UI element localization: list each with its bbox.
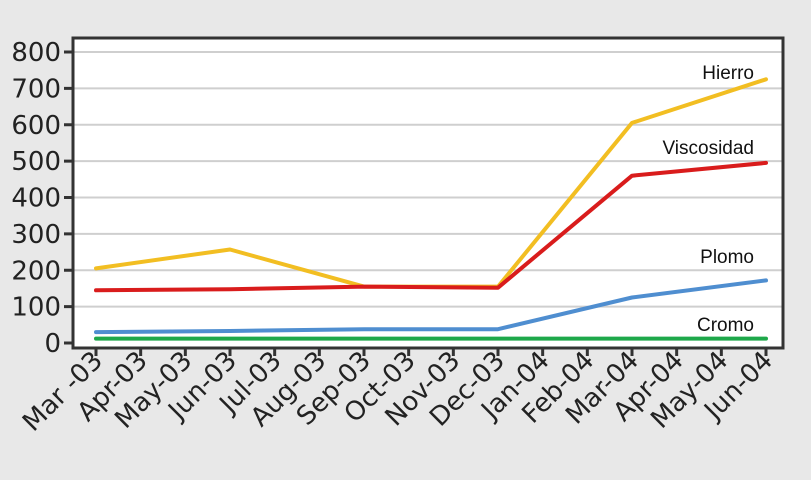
y-tick-label: 0 xyxy=(44,329,61,359)
plot-area xyxy=(73,38,783,348)
y-tick-label: 300 xyxy=(11,220,61,250)
y-tick-label: 400 xyxy=(11,184,61,214)
y-tick-label: 600 xyxy=(11,111,61,141)
gridlines xyxy=(73,51,783,308)
axes xyxy=(64,36,785,356)
y-tick-labels: 0 100 200 300 400 500 600 700 800 xyxy=(11,38,61,359)
series-labels: Hierro Viscosidad Plomo Cromo xyxy=(662,63,754,336)
y-tick-label: 700 xyxy=(11,74,61,104)
series-label-cromo: Cromo xyxy=(697,315,754,336)
series-lines xyxy=(94,77,768,341)
y-tick-label: 500 xyxy=(11,147,61,177)
y-tick-label: 100 xyxy=(11,293,61,323)
y-tick-label: 800 xyxy=(11,38,61,68)
series-label-viscosidad: Viscosidad xyxy=(662,138,754,159)
series-label-plomo: Plomo xyxy=(700,247,754,268)
series-line-plomo xyxy=(94,278,768,335)
plot-frame xyxy=(71,36,785,350)
series-line-viscosidad xyxy=(94,160,768,293)
series-label-hierro: Hierro xyxy=(702,63,754,84)
x-tick-labels: Mar -03Apr-03May-03Jun-03Jul-03Aug-03Sep… xyxy=(17,346,779,438)
y-tick-label: 200 xyxy=(11,256,61,286)
